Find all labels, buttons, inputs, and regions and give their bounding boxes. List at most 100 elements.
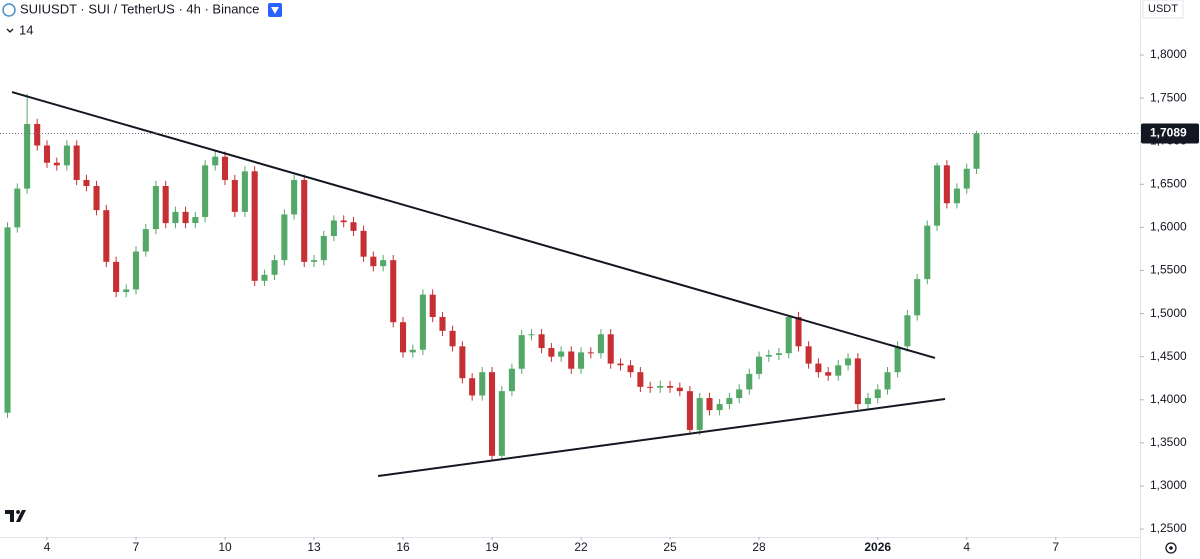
candle-body xyxy=(825,372,832,376)
candle-body xyxy=(775,353,782,355)
candle-body xyxy=(924,225,931,280)
candle-body xyxy=(686,391,693,430)
candle-body xyxy=(587,352,594,354)
candle-body xyxy=(390,260,397,323)
x-tick-label: 4 xyxy=(44,540,51,554)
candle-body xyxy=(765,354,772,357)
candle-body xyxy=(221,156,229,180)
candle-body xyxy=(845,358,852,366)
x-tick-label: 22 xyxy=(574,540,588,554)
candle-body xyxy=(330,220,337,237)
x-tick-label: 2026 xyxy=(864,540,891,554)
candle-body xyxy=(152,186,159,230)
candle-body xyxy=(647,386,654,388)
candle-body xyxy=(498,391,505,456)
x-tick-label: 16 xyxy=(396,540,410,554)
candle-body xyxy=(429,294,436,318)
candle-body xyxy=(380,260,387,267)
trendline xyxy=(11,91,936,359)
settings-icon[interactable] xyxy=(1165,542,1177,554)
candle-body xyxy=(973,133,980,169)
candle-body xyxy=(419,294,426,350)
candle-body xyxy=(627,365,634,373)
trendline xyxy=(377,398,946,477)
candle-body xyxy=(904,315,911,347)
x-tick-label: 28 xyxy=(752,540,766,554)
candle-body xyxy=(667,385,674,388)
symbol-title: SUIUSDT · SUI / TetherUS · 4h · Binance xyxy=(20,1,259,16)
candle-body xyxy=(4,227,11,413)
y-tick-label: 1,6000 xyxy=(1150,220,1187,234)
x-tick-label: 7 xyxy=(133,540,140,554)
candle-body xyxy=(261,274,268,281)
candle-body xyxy=(884,372,891,390)
candle-body xyxy=(676,387,683,392)
candle-body xyxy=(192,217,199,224)
candle-body xyxy=(231,179,238,212)
currency-button[interactable] xyxy=(1142,0,1184,19)
candle-body xyxy=(212,156,219,166)
candle-body xyxy=(864,398,871,405)
symbol-icon xyxy=(2,3,16,17)
candle-body xyxy=(558,351,565,357)
candle-body xyxy=(953,188,960,204)
candle-body xyxy=(350,222,357,231)
candle-body xyxy=(370,256,377,267)
x-tick-label: 10 xyxy=(218,540,232,554)
y-tick-label: 1,5000 xyxy=(1150,306,1187,320)
candle-body xyxy=(756,356,763,374)
candle-body xyxy=(241,171,248,212)
candle-body xyxy=(934,165,941,226)
candle-body xyxy=(706,398,713,411)
candle-body xyxy=(746,373,753,390)
candle-body xyxy=(43,145,51,163)
x-tick-label: 13 xyxy=(307,540,321,554)
y-tick-label: 1,3500 xyxy=(1150,435,1187,449)
candle-body xyxy=(251,171,258,281)
candle-body xyxy=(93,186,100,211)
candle-body xyxy=(14,188,21,228)
x-tick-label: 25 xyxy=(663,540,677,554)
candle-body xyxy=(399,322,407,353)
candle-body xyxy=(469,378,476,396)
collapse-chevron[interactable] xyxy=(6,28,14,33)
candle-body xyxy=(271,260,278,275)
candle-body xyxy=(696,398,703,430)
x-tick-label: 19 xyxy=(485,540,499,554)
candle-body xyxy=(340,220,347,223)
y-tick-label: 1,3000 xyxy=(1150,478,1187,492)
candle-body xyxy=(132,251,140,290)
candle-body xyxy=(894,346,901,373)
candle-body xyxy=(103,210,110,262)
candle-body xyxy=(508,368,515,392)
y-tick-label: 1,2500 xyxy=(1150,521,1187,535)
candle-body xyxy=(538,334,545,349)
candle-body xyxy=(657,385,664,388)
candle-body xyxy=(24,123,31,189)
x-tick-label: 4 xyxy=(963,540,970,554)
candle-body xyxy=(488,372,496,456)
candle-body xyxy=(815,363,822,373)
candle-body xyxy=(142,229,149,252)
candle-body xyxy=(459,346,466,379)
candle-body xyxy=(53,162,60,166)
settings-icon-dot xyxy=(1169,546,1173,550)
indicator-value: 14 xyxy=(19,22,33,37)
candle-body xyxy=(637,372,644,387)
candle-body xyxy=(310,260,318,262)
candle-body xyxy=(943,165,950,204)
candle-body xyxy=(835,365,842,376)
candle-body xyxy=(439,317,446,331)
y-tick-label: 1,8000 xyxy=(1150,47,1187,61)
candle-body xyxy=(73,145,80,180)
candle-body xyxy=(301,179,308,262)
candle-body xyxy=(281,214,288,261)
candle-body xyxy=(617,363,624,366)
candle-body xyxy=(63,145,70,166)
candle-body xyxy=(963,168,970,189)
candle-body xyxy=(172,211,179,224)
last-price-box xyxy=(1141,123,1199,144)
candle-body xyxy=(320,236,327,261)
